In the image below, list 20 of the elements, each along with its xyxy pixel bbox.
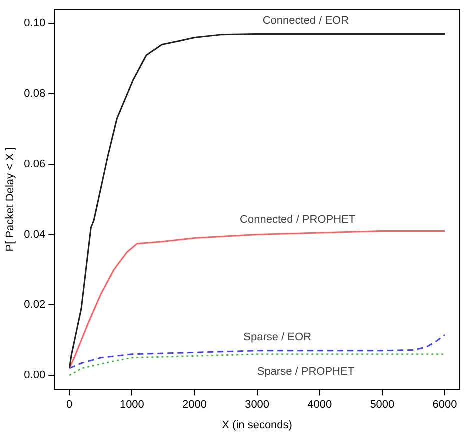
- x-tick-label: 0: [66, 399, 73, 412]
- y-axis-title: P[ Packet Delay < X ]: [4, 147, 17, 252]
- x-tick-label: 6000: [432, 399, 458, 412]
- series-label: Sparse / PROPHET: [257, 366, 355, 378]
- y-tick-label: 0.02: [24, 299, 46, 312]
- series-label: Connected / PROPHET: [240, 214, 356, 226]
- y-tick-label: 0.08: [24, 88, 46, 100]
- x-tick-label: 2000: [182, 399, 207, 412]
- line-series: [68, 354, 446, 376]
- y-tick-label: 0.06: [24, 158, 46, 170]
- y-tick-label: 0.04: [24, 228, 46, 241]
- x-axis-title: X (in seconds): [222, 419, 292, 432]
- x-tick-label: 5000: [370, 399, 395, 412]
- y-tick-label: 0.00: [24, 370, 46, 382]
- x-tick-label: 1000: [120, 399, 144, 412]
- series-label: Connected / EOR: [262, 14, 350, 27]
- y-tick-label: 0.10: [24, 18, 46, 30]
- x-tick-label: 4000: [308, 399, 332, 412]
- series-label: Sparse / EOR: [244, 331, 312, 344]
- x-tick-label: 3000: [245, 399, 270, 412]
